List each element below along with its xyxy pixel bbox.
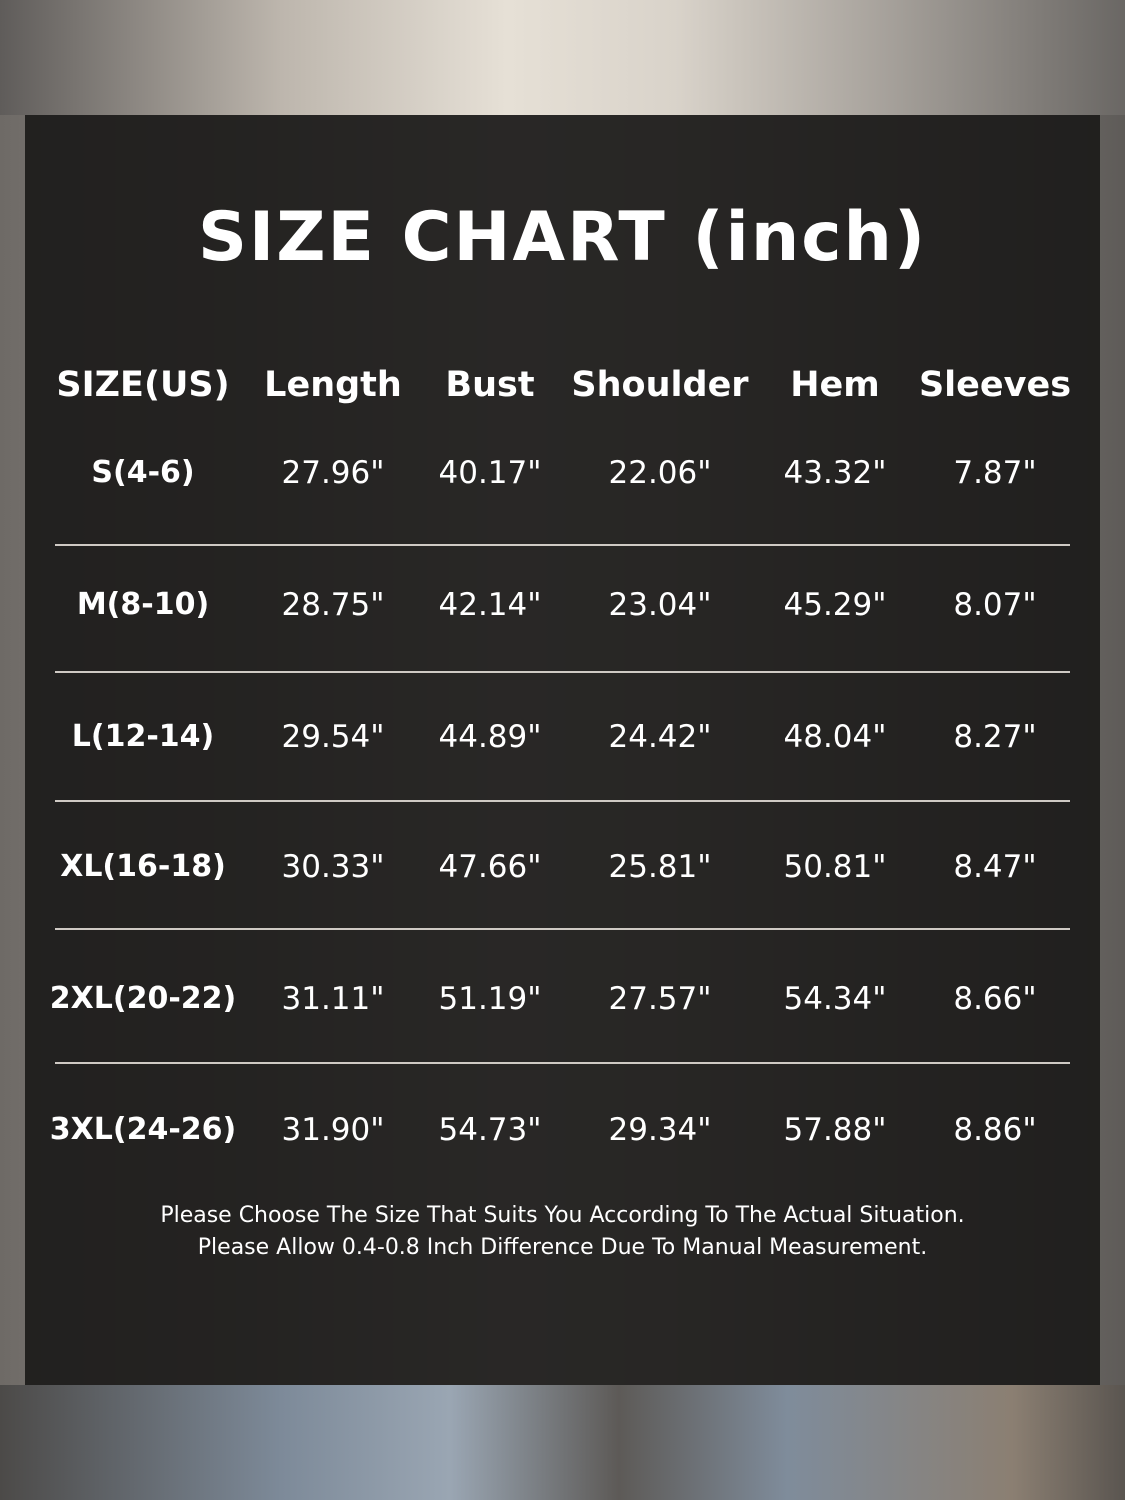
size-label: S(4-6)	[91, 455, 195, 490]
background-photo-bottom	[0, 1385, 1125, 1500]
column-header: Bust	[445, 365, 535, 405]
size-label: XL(16-18)	[60, 849, 226, 884]
measurement-cell: 54.73"	[438, 1112, 542, 1148]
column-header: Length	[264, 365, 402, 405]
background-photo-top	[0, 0, 1125, 115]
row-divider	[55, 671, 1070, 673]
measurement-cell: 25.81"	[608, 849, 712, 885]
measurement-cell: 43.32"	[783, 455, 887, 491]
measurement-cell: 42.14"	[438, 587, 542, 623]
measurement-cell: 29.34"	[608, 1112, 712, 1148]
measurement-cell: 27.57"	[608, 981, 712, 1017]
measurement-cell: 47.66"	[438, 849, 542, 885]
measurement-cell: 40.17"	[438, 455, 542, 491]
measurement-cell: 23.04"	[608, 587, 712, 623]
measurement-cell: 51.19"	[438, 981, 542, 1017]
measurement-cell: 48.04"	[783, 719, 887, 755]
measurement-cell: 8.07"	[953, 587, 1037, 623]
column-header: Shoulder	[571, 365, 749, 405]
row-divider	[55, 800, 1070, 802]
measurement-cell: 8.66"	[953, 981, 1037, 1017]
measurement-cell: 28.75"	[281, 587, 385, 623]
note-line-2: Please Allow 0.4-0.8 Inch Difference Due…	[197, 1235, 928, 1260]
measurement-cell: 30.33"	[281, 849, 385, 885]
measurement-cell: 57.88"	[783, 1112, 887, 1148]
row-divider	[55, 1062, 1070, 1064]
measurement-cell: 54.34"	[783, 981, 887, 1017]
measurement-cell: 8.86"	[953, 1112, 1037, 1148]
column-header: Sleeves	[918, 365, 1072, 405]
size-label: 2XL(20-22)	[49, 981, 237, 1016]
measurement-cell: 50.81"	[783, 849, 887, 885]
measurement-cell: 22.06"	[608, 455, 712, 491]
measurement-cell: 31.90"	[281, 1112, 385, 1148]
measurement-cell: 45.29"	[783, 587, 887, 623]
note-line-1: Please Choose The Size That Suits You Ac…	[160, 1203, 965, 1228]
row-divider	[55, 544, 1070, 546]
size-label: 3XL(24-26)	[49, 1112, 237, 1147]
measurement-cell: 27.96"	[281, 455, 385, 491]
size-label: M(8-10)	[76, 587, 210, 622]
measurement-cell: 29.54"	[281, 719, 385, 755]
measurement-cell: 44.89"	[438, 719, 542, 755]
measurement-cell: 8.27"	[953, 719, 1037, 755]
measurement-cell: 31.11"	[281, 981, 385, 1017]
page-title: SIZE CHART (inch)	[197, 198, 928, 277]
size-chart-panel	[25, 115, 1100, 1385]
row-divider	[55, 928, 1070, 930]
column-header: Hem	[790, 365, 880, 405]
column-header: SIZE(US)	[56, 365, 230, 405]
size-label: L(12-14)	[71, 719, 215, 754]
measurement-cell: 24.42"	[608, 719, 712, 755]
measurement-cell: 8.47"	[953, 849, 1037, 885]
measurement-cell: 7.87"	[953, 455, 1037, 491]
